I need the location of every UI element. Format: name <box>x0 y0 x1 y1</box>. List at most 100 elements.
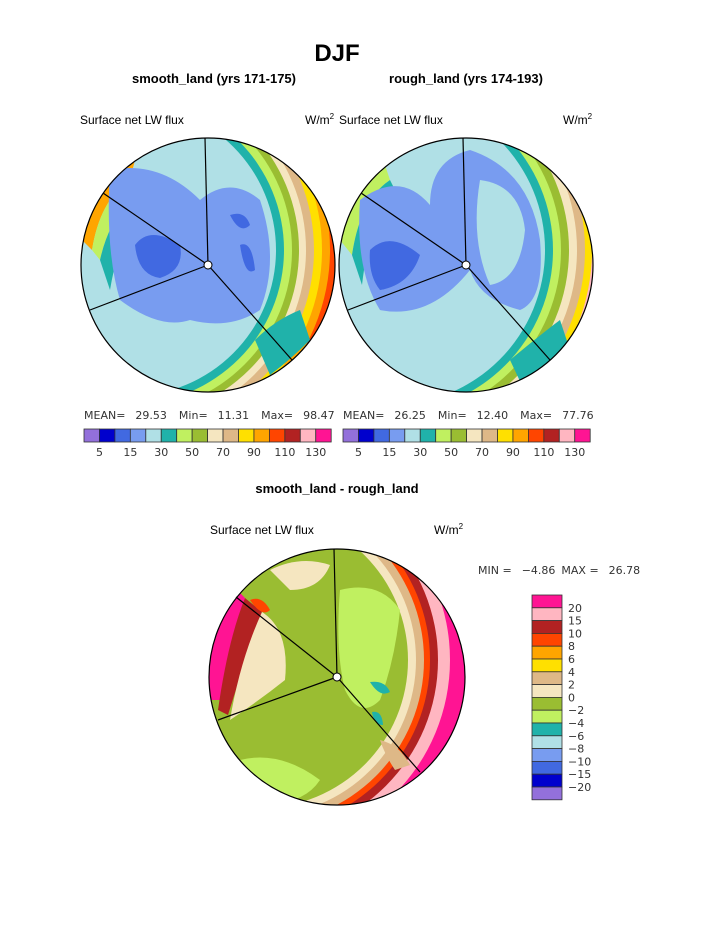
colorbar-label: 15 <box>568 615 582 628</box>
colorbar-label: 70 <box>475 446 489 459</box>
colorbar-box <box>531 761 563 775</box>
colorbar-box <box>176 428 193 443</box>
colorbar-box <box>373 428 390 443</box>
panel3-title: smooth_land - rough_land <box>255 481 418 496</box>
colorbar-box <box>358 428 375 443</box>
colorbar-label: 15 <box>382 446 396 459</box>
colorbar-label: 20 <box>568 602 582 615</box>
colorbar-label: 4 <box>568 666 575 679</box>
colorbar-label: 5 <box>355 446 362 459</box>
colorbar-box <box>531 620 563 634</box>
panel3-stats: MIN = −4.86 MAX = 26.78 <box>478 564 640 577</box>
colorbar-label: 50 <box>444 446 458 459</box>
panel2-map-border <box>338 137 594 393</box>
colorbar-box <box>342 428 359 443</box>
colorbar-box <box>207 428 224 443</box>
panel2-colorbar: 5 15 30 50 70 90 110 130 <box>342 428 591 459</box>
colorbar-label: −10 <box>568 755 591 768</box>
colorbar-label: 10 <box>568 627 582 640</box>
panel1-stats: MEAN= 29.53 Min= 11.31 Max= 98.47 <box>84 409 335 422</box>
panel3-units: W/m2 <box>434 522 464 537</box>
colorbar-label: −6 <box>568 730 584 743</box>
panel2-title: rough_land (yrs 174-193) <box>389 71 543 86</box>
colorbar-box <box>531 786 563 801</box>
colorbar-box <box>531 594 563 609</box>
colorbar-box <box>315 428 332 443</box>
colorbar-box <box>466 428 483 443</box>
colorbar-label: 90 <box>506 446 520 459</box>
panel3-map-border <box>208 548 466 806</box>
colorbar-label: 5 <box>96 446 103 459</box>
colorbar-box <box>388 428 406 443</box>
colorbar-box <box>558 428 576 443</box>
colorbar-label: 30 <box>413 446 427 459</box>
colorbar-box <box>543 428 560 443</box>
panel1-sector-lines <box>89 137 293 361</box>
colorbar-box <box>528 428 545 443</box>
panel3-left-label: Surface net LW flux <box>210 523 314 537</box>
colorbar-label: 30 <box>154 446 168 459</box>
colorbar-label: 70 <box>216 446 230 459</box>
colorbar-box <box>404 428 421 443</box>
colorbar-box <box>531 684 563 698</box>
colorbar-label: 90 <box>247 446 261 459</box>
panel2-map <box>339 138 593 392</box>
colorbar-box <box>222 428 239 443</box>
colorbar-box <box>531 607 563 621</box>
colorbar-box <box>435 428 452 443</box>
colorbar-label: −8 <box>568 743 584 756</box>
colorbar-label: −4 <box>568 717 584 730</box>
colorbar-label: −20 <box>568 781 591 794</box>
panel1-map <box>81 138 335 392</box>
colorbar-box <box>191 428 208 443</box>
colorbar-label: 130 <box>564 446 585 459</box>
colorbar-box <box>238 428 255 443</box>
colorbar-box <box>512 428 529 443</box>
panel1-title: smooth_land (yrs 171-175) <box>132 71 296 86</box>
panel2-left-label: Surface net LW flux <box>339 113 443 127</box>
panel2-sector-lines <box>347 137 551 361</box>
colorbar-box <box>531 645 563 660</box>
colorbar-box <box>531 735 563 749</box>
panel3-map <box>209 549 465 805</box>
colorbar-box <box>284 428 301 443</box>
colorbar-box <box>531 633 563 647</box>
panel1-left-label: Surface net LW flux <box>80 113 184 127</box>
colorbar-label: −15 <box>568 768 591 781</box>
colorbar-label: 0 <box>568 691 575 704</box>
colorbar-label: 6 <box>568 653 575 666</box>
colorbar-label: 130 <box>305 446 326 459</box>
colorbar-box <box>531 773 563 788</box>
colorbar-label: 110 <box>274 446 295 459</box>
colorbar-box <box>531 697 563 711</box>
colorbar-box <box>129 428 147 443</box>
colorbar-box <box>531 709 563 724</box>
colorbar-label: 8 <box>568 640 575 653</box>
main-title: DJF <box>314 40 359 67</box>
colorbar-box <box>419 428 437 443</box>
panel1-map-border <box>80 137 336 393</box>
colorbar-box <box>145 428 162 443</box>
panel1-colorbar: 5 15 30 50 70 90 110 130 <box>83 428 332 459</box>
colorbar-box <box>497 428 514 443</box>
panel3-sector-lines <box>217 548 421 773</box>
colorbar-box <box>268 428 286 443</box>
colorbar-box <box>481 428 498 443</box>
colorbar-box <box>114 428 131 443</box>
colorbar-box <box>253 428 270 443</box>
colorbar-label: 110 <box>533 446 554 459</box>
panel1-units: W/m2 <box>305 112 335 127</box>
colorbar-box <box>83 428 100 443</box>
colorbar-box <box>531 671 563 685</box>
colorbar-box <box>160 428 178 443</box>
colorbar-box <box>450 428 467 443</box>
panel2-stats: MEAN= 26.25 Min= 12.40 Max= 77.76 <box>343 409 594 422</box>
colorbar-box <box>299 428 317 443</box>
colorbar-box <box>531 658 563 673</box>
colorbar-label: −2 <box>568 704 584 717</box>
colorbar-box <box>531 722 563 737</box>
colorbar-label: 50 <box>185 446 199 459</box>
colorbar-box <box>574 428 591 443</box>
